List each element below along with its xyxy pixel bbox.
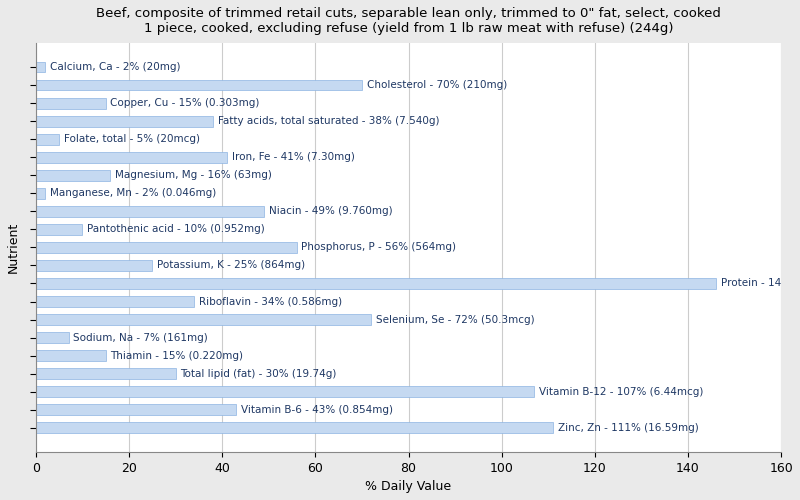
Bar bbox=[36, 404, 236, 415]
Text: Iron, Fe - 41% (7.30mg): Iron, Fe - 41% (7.30mg) bbox=[231, 152, 354, 162]
Bar bbox=[36, 314, 371, 325]
Bar bbox=[36, 422, 553, 433]
Bar bbox=[36, 296, 194, 307]
Text: Copper, Cu - 15% (0.303mg): Copper, Cu - 15% (0.303mg) bbox=[110, 98, 260, 108]
Bar bbox=[36, 80, 362, 90]
Text: Magnesium, Mg - 16% (63mg): Magnesium, Mg - 16% (63mg) bbox=[115, 170, 272, 180]
Bar bbox=[36, 170, 110, 180]
Text: Sodium, Na - 7% (161mg): Sodium, Na - 7% (161mg) bbox=[73, 332, 208, 342]
Text: Vitamin B-12 - 107% (6.44mcg): Vitamin B-12 - 107% (6.44mcg) bbox=[539, 386, 703, 396]
Text: Calcium, Ca - 2% (20mg): Calcium, Ca - 2% (20mg) bbox=[50, 62, 180, 72]
Text: Zinc, Zn - 111% (16.59mg): Zinc, Zn - 111% (16.59mg) bbox=[558, 423, 698, 433]
Text: Thiamin - 15% (0.220mg): Thiamin - 15% (0.220mg) bbox=[110, 350, 243, 360]
Text: Fatty acids, total saturated - 38% (7.540g): Fatty acids, total saturated - 38% (7.54… bbox=[218, 116, 439, 126]
Text: Pantothenic acid - 10% (0.952mg): Pantothenic acid - 10% (0.952mg) bbox=[87, 224, 265, 234]
Text: Total lipid (fat) - 30% (19.74g): Total lipid (fat) - 30% (19.74g) bbox=[180, 368, 337, 378]
Text: Protein - 146% (72.93g): Protein - 146% (72.93g) bbox=[721, 278, 800, 288]
Text: Folate, total - 5% (20mcg): Folate, total - 5% (20mcg) bbox=[64, 134, 200, 144]
Bar bbox=[36, 386, 534, 397]
Bar bbox=[36, 116, 213, 126]
Bar bbox=[36, 62, 46, 72]
Bar bbox=[36, 368, 176, 379]
Text: Niacin - 49% (9.760mg): Niacin - 49% (9.760mg) bbox=[269, 206, 393, 216]
X-axis label: % Daily Value: % Daily Value bbox=[366, 480, 452, 493]
Bar bbox=[36, 224, 82, 235]
Bar bbox=[36, 152, 227, 162]
Bar bbox=[36, 278, 716, 289]
Bar bbox=[36, 260, 152, 271]
Text: Potassium, K - 25% (864mg): Potassium, K - 25% (864mg) bbox=[157, 260, 305, 270]
Text: Riboflavin - 34% (0.586mg): Riboflavin - 34% (0.586mg) bbox=[199, 296, 342, 306]
Bar bbox=[36, 134, 59, 144]
Bar bbox=[36, 350, 106, 361]
Text: Manganese, Mn - 2% (0.046mg): Manganese, Mn - 2% (0.046mg) bbox=[50, 188, 216, 198]
Text: Selenium, Se - 72% (50.3mcg): Selenium, Se - 72% (50.3mcg) bbox=[376, 314, 534, 324]
Bar bbox=[36, 98, 106, 108]
Bar bbox=[36, 332, 69, 343]
Text: Vitamin B-6 - 43% (0.854mg): Vitamin B-6 - 43% (0.854mg) bbox=[241, 405, 393, 415]
Bar bbox=[36, 188, 46, 198]
Title: Beef, composite of trimmed retail cuts, separable lean only, trimmed to 0" fat, : Beef, composite of trimmed retail cuts, … bbox=[96, 7, 721, 35]
Bar bbox=[36, 242, 297, 253]
Text: Phosphorus, P - 56% (564mg): Phosphorus, P - 56% (564mg) bbox=[302, 242, 457, 252]
Y-axis label: Nutrient: Nutrient bbox=[7, 222, 20, 273]
Text: Cholesterol - 70% (210mg): Cholesterol - 70% (210mg) bbox=[366, 80, 507, 90]
Bar bbox=[36, 206, 264, 217]
